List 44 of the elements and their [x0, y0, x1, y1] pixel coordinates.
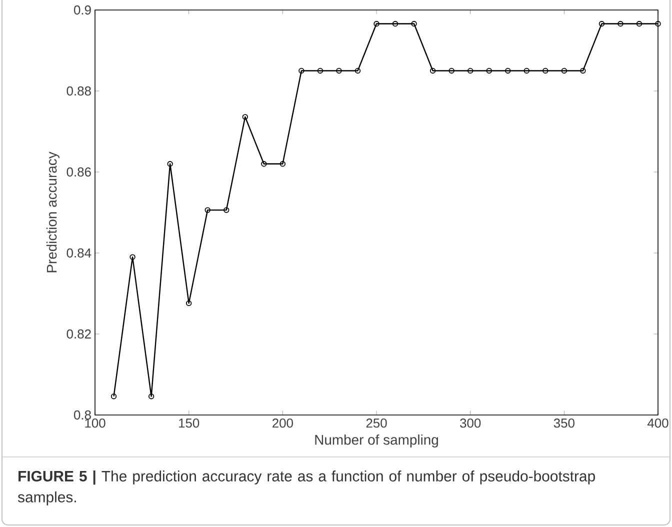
point — [261, 161, 267, 167]
point — [430, 68, 436, 74]
point — [242, 114, 248, 120]
y-axis-title: Prediction accuracy — [46, 152, 60, 272]
point — [298, 68, 304, 74]
point — [636, 20, 642, 27]
point — [392, 20, 398, 27]
x-tick-label: 250 — [366, 418, 387, 428]
point — [486, 68, 492, 74]
x-axis-title: Number of sampling — [315, 434, 438, 448]
point — [374, 20, 380, 27]
x-tick-label: 300 — [460, 418, 481, 428]
point — [448, 68, 454, 74]
x-tick-label: 100 — [85, 418, 106, 428]
y-tick-label: 0.9 — [74, 5, 91, 15]
point — [224, 207, 230, 213]
text: FIGURE 5 | The prediction accuracy rate as a function of number of pseudo-bootstrap samples. — [18, 470, 595, 506]
point — [524, 68, 530, 74]
y-tick-label: 0.88 — [66, 86, 91, 96]
point — [598, 20, 605, 27]
x-tick-label: 150 — [179, 418, 200, 428]
x-tick-label: 350 — [554, 418, 574, 428]
point — [561, 68, 568, 74]
point — [204, 207, 210, 213]
point — [542, 68, 548, 74]
point — [580, 68, 586, 74]
y-tick-label: 0.82 — [66, 329, 91, 339]
point — [411, 20, 417, 27]
point — [148, 394, 154, 400]
point — [130, 254, 136, 260]
point — [167, 161, 173, 167]
point — [468, 68, 474, 74]
y-tick-label: 0.84 — [66, 248, 92, 258]
x-tick-label: 200 — [272, 418, 293, 428]
point — [618, 20, 624, 27]
point — [317, 68, 324, 74]
x-tick-label: 400 — [648, 418, 668, 428]
point — [280, 161, 286, 167]
point — [505, 68, 511, 74]
y-tick-label: 0.86 — [66, 167, 91, 177]
point — [336, 68, 342, 74]
point — [186, 300, 192, 306]
point — [354, 68, 361, 74]
y-tick-label: 0.8 — [74, 410, 91, 420]
